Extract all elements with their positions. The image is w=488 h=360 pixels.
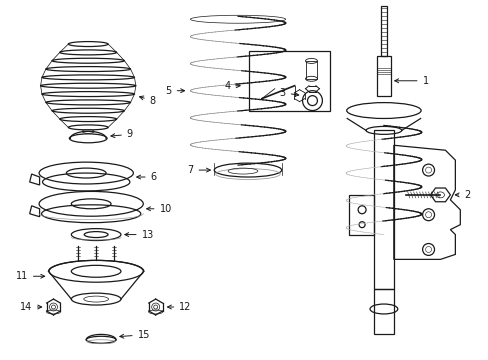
Text: 8: 8	[139, 96, 156, 105]
Text: 13: 13	[124, 230, 154, 239]
Text: 3: 3	[279, 88, 298, 98]
Text: 2: 2	[454, 190, 469, 200]
Text: 15: 15	[120, 330, 150, 340]
Bar	[348, 195, 373, 235]
Text: 11: 11	[16, 271, 44, 281]
Bar	[376, 56, 390, 96]
Text: 7: 7	[187, 165, 210, 175]
Bar	[373, 130, 393, 289]
Bar	[248, 51, 330, 111]
Text: 12: 12	[167, 302, 191, 312]
Text: 6: 6	[137, 172, 157, 182]
Text: 10: 10	[146, 204, 171, 214]
Text: 9: 9	[111, 129, 133, 139]
Text: 5: 5	[165, 86, 184, 96]
Bar	[305, 61, 317, 79]
Text: 4: 4	[224, 81, 240, 91]
Text: 14: 14	[20, 302, 41, 312]
Bar	[380, 6, 386, 56]
Bar	[373, 289, 393, 334]
Text: 1: 1	[394, 76, 428, 86]
